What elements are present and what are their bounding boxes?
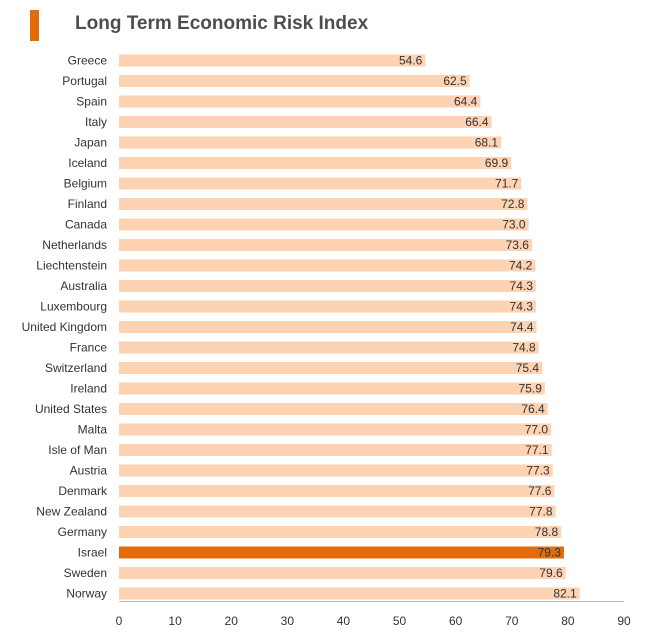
value-label-united-kingdom: 74.4 xyxy=(510,320,534,334)
bar-japan xyxy=(119,136,502,149)
bar-netherlands xyxy=(119,239,532,251)
value-label-portugal: 62.5 xyxy=(443,74,467,88)
x-tick-label-0: 0 xyxy=(116,614,123,628)
category-label-belgium: Belgium xyxy=(64,177,107,191)
category-labels-group: Greece Portugal Spain Italy Japan Iceland Belg… xyxy=(22,54,108,601)
bar-denmark xyxy=(119,485,555,497)
bars-group xyxy=(119,54,580,600)
value-label-japan: 68.1 xyxy=(475,136,499,150)
category-label-liechtenstein: Liechtenstein xyxy=(36,259,107,273)
value-label-netherlands: 73.6 xyxy=(506,238,530,252)
x-tick-label-80: 80 xyxy=(561,614,575,628)
bar-spain xyxy=(119,95,481,108)
x-tick-label-70: 70 xyxy=(505,614,519,628)
category-label-new-zealand: New Zealand xyxy=(36,505,107,519)
value-label-liechtenstein: 74.2 xyxy=(509,259,533,273)
bar-new-zealand xyxy=(119,505,556,518)
value-label-belgium: 71.7 xyxy=(495,177,519,191)
category-label-ireland: Ireland xyxy=(70,382,107,396)
bar-iceland xyxy=(119,157,512,169)
value-label-spain: 64.4 xyxy=(454,95,478,109)
bar-germany xyxy=(119,526,562,538)
bar-canada xyxy=(119,218,529,231)
x-tick-label-30: 30 xyxy=(281,614,295,628)
value-label-france: 74.8 xyxy=(512,341,536,355)
category-label-japan: Japan xyxy=(74,136,107,150)
bar-luxembourg xyxy=(119,300,536,313)
value-label-finland: 72.8 xyxy=(501,197,525,211)
category-label-netherlands: Netherlands xyxy=(42,238,107,252)
category-label-portugal: Portugal xyxy=(62,74,107,88)
category-label-iceland: Iceland xyxy=(68,156,107,170)
category-label-united-states: United States xyxy=(35,402,107,416)
value-label-isle-of-man: 77.1 xyxy=(525,443,549,457)
value-label-malta: 77.0 xyxy=(525,423,549,437)
category-label-austria: Austria xyxy=(70,464,108,478)
value-label-greece: 54.6 xyxy=(399,54,423,68)
category-label-finland: Finland xyxy=(68,197,107,211)
x-tick-label-10: 10 xyxy=(168,614,182,628)
category-label-isle-of-man: Isle of Man xyxy=(48,443,107,457)
category-label-israel: Israel xyxy=(78,546,107,560)
bar-belgium xyxy=(119,177,522,190)
bar-greece xyxy=(119,54,426,67)
bar-united-kingdom xyxy=(119,321,537,333)
value-label-united-states: 76.4 xyxy=(521,402,545,416)
category-label-malta: Malta xyxy=(78,423,108,437)
value-label-sweden: 79.6 xyxy=(539,566,563,580)
bar-portugal xyxy=(119,75,470,87)
x-tick-label-20: 20 xyxy=(225,614,239,628)
value-label-ireland: 75.9 xyxy=(519,382,543,396)
x-tick-label-40: 40 xyxy=(337,614,351,628)
bar-ireland xyxy=(119,382,545,395)
bar-australia xyxy=(119,280,536,292)
value-label-austria: 77.3 xyxy=(526,464,550,478)
value-label-australia: 74.3 xyxy=(510,279,534,293)
bar-switzerland xyxy=(119,362,543,374)
bar-austria xyxy=(119,464,553,477)
category-label-united-kingdom: United Kingdom xyxy=(22,320,107,334)
x-tick-label-50: 50 xyxy=(393,614,407,628)
value-label-iceland: 69.9 xyxy=(485,156,509,170)
category-label-italy: Italy xyxy=(85,115,107,129)
bar-united-states xyxy=(119,403,548,415)
bar-malta xyxy=(119,423,552,436)
value-label-new-zealand: 77.8 xyxy=(529,505,553,519)
bar-sweden xyxy=(119,567,566,579)
x-tick-label-90: 90 xyxy=(617,614,631,628)
chart-title: Long Term Economic Risk Index xyxy=(75,13,369,34)
bar-isle-of-man xyxy=(119,444,552,456)
bar-israel xyxy=(119,546,564,559)
category-label-luxembourg: Luxembourg xyxy=(40,300,107,314)
value-label-norway: 82.1 xyxy=(553,587,577,601)
bar-italy xyxy=(119,116,492,128)
category-label-greece: Greece xyxy=(68,54,108,68)
x-tick-label-60: 60 xyxy=(449,614,463,628)
value-label-luxembourg: 74.3 xyxy=(510,300,534,314)
category-label-australia: Australia xyxy=(60,279,107,293)
category-label-germany: Germany xyxy=(58,525,107,539)
value-label-switzerland: 75.4 xyxy=(516,361,540,375)
category-label-canada: Canada xyxy=(65,218,107,232)
bar-liechtenstein xyxy=(119,259,536,272)
title-accent-bar xyxy=(30,10,39,41)
bar-norway xyxy=(119,587,580,600)
value-label-canada: 73.0 xyxy=(502,218,526,232)
category-label-spain: Spain xyxy=(76,95,107,109)
value-label-denmark: 77.6 xyxy=(528,484,552,498)
value-label-germany: 78.8 xyxy=(535,525,559,539)
value-labels-group: 54.6 62.5 64.4 66.4 68.1 69.9 71.7 72.8 73.0 73.6… xyxy=(399,54,577,601)
category-label-sweden: Sweden xyxy=(64,566,107,580)
value-label-israel: 79.3 xyxy=(538,546,562,560)
category-label-france: France xyxy=(70,341,108,355)
value-label-italy: 66.4 xyxy=(465,115,489,129)
x-tick-labels-group: 0 10 20 30 40 50 60 70 80 90 xyxy=(116,614,631,628)
category-label-denmark: Denmark xyxy=(58,484,108,498)
bar-finland xyxy=(119,198,528,210)
category-label-switzerland: Switzerland xyxy=(45,361,107,375)
bar-france xyxy=(119,341,539,354)
category-label-norway: Norway xyxy=(66,587,107,601)
